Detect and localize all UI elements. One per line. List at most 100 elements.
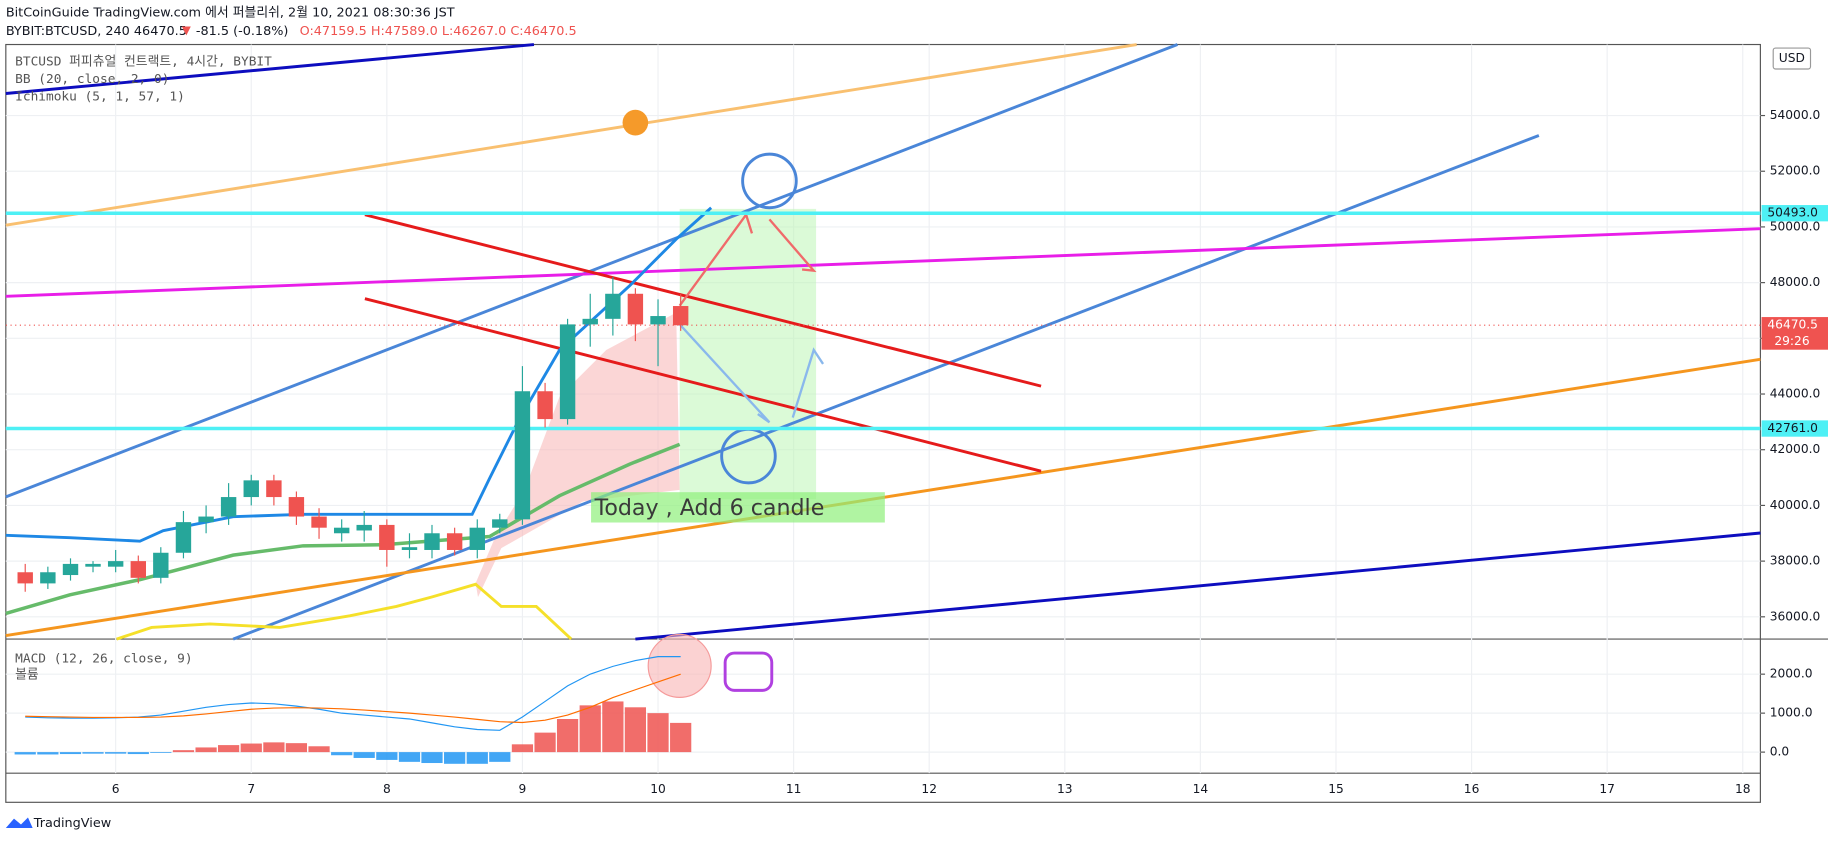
- level-tag: [1761, 420, 1828, 437]
- candle-body: [650, 316, 666, 325]
- y-tick-label: 1000.0: [1770, 706, 1813, 720]
- x-tick-label: 18: [1735, 782, 1751, 796]
- trend-line: [364, 213, 1042, 388]
- x-tick-label: 11: [786, 782, 802, 796]
- histogram-bar: [172, 750, 195, 753]
- candle-body: [469, 527, 485, 550]
- pane-title: MACD (12, 26, close, 9): [15, 651, 192, 666]
- frame: [5, 43, 1761, 803]
- macd-line: [25, 673, 681, 724]
- y-tick-label: 42000.0: [1770, 442, 1821, 456]
- candle-body: [62, 563, 79, 576]
- y-tick-label: 48000.0: [1770, 275, 1821, 289]
- trend-line: [5, 43, 1178, 499]
- candle-body: [130, 561, 147, 578]
- histogram-bar: [579, 705, 601, 753]
- change-arrow: ▼: [182, 23, 191, 37]
- candle-body: [198, 516, 214, 523]
- histogram-bar: [421, 752, 443, 764]
- level-tag: [1761, 205, 1828, 222]
- countdown: 29:26: [1774, 334, 1809, 348]
- candle-body: [107, 561, 124, 567]
- x-tick-label: 14: [1193, 782, 1209, 796]
- grid: [5, 44, 1761, 774]
- candle-body: [605, 293, 621, 319]
- cat-icon: [622, 109, 649, 136]
- highlight-circle: [647, 633, 712, 698]
- ichimoku-line: [116, 582, 573, 641]
- candle-body: [266, 480, 282, 498]
- trend-line: [5, 227, 1761, 298]
- level-label: 42761.0: [1767, 421, 1818, 435]
- smile-face: [741, 152, 798, 210]
- last-price-label: 46470.5: [1767, 318, 1818, 332]
- candle-body: [243, 480, 259, 498]
- symbol: BYBIT:BTCUSD, 240 46470.5: [6, 24, 187, 39]
- trend-line: [364, 297, 1042, 473]
- y-tick-label: 2000.0: [1770, 667, 1813, 681]
- x-tick-label: 8: [383, 782, 391, 796]
- trend-line: [5, 43, 535, 95]
- histogram-bar: [353, 752, 375, 758]
- candle-body: [424, 533, 440, 550]
- y-tick-label: 36000.0: [1770, 609, 1821, 623]
- ohlc: O:47159.5 H:47589.0 L:46267.0 C:46470.5: [300, 24, 577, 39]
- histogram-bar: [376, 752, 398, 760]
- histogram-bar: [263, 742, 285, 753]
- candle-body: [356, 524, 372, 531]
- histogram-bar: [331, 752, 353, 756]
- hand-icon: [723, 651, 774, 692]
- candle-body: [153, 552, 169, 578]
- histogram-bar: [217, 745, 240, 753]
- histogram-bar: [127, 752, 149, 755]
- candle-body: [333, 527, 350, 534]
- candle-body: [672, 306, 689, 326]
- candle-body: [17, 572, 33, 584]
- histogram-bar: [602, 701, 624, 753]
- candle-body: [175, 522, 192, 553]
- volume-label: 볼륨: [15, 668, 39, 683]
- histogram-bar: [240, 743, 262, 753]
- candle-body: [401, 547, 418, 550]
- histogram-bar: [195, 747, 217, 753]
- candle-body: [514, 391, 531, 520]
- change: -81.5 (-0.18%): [196, 24, 289, 39]
- logo: [5, 817, 33, 828]
- bb-basis: [5, 442, 681, 616]
- histogram-bar: [444, 752, 466, 764]
- x-tick-label: 17: [1599, 782, 1615, 796]
- arrow: [791, 347, 825, 418]
- x-tick-label: 16: [1464, 782, 1480, 796]
- footer-brand: TradingView: [33, 816, 111, 831]
- histogram-bar: [308, 746, 330, 753]
- x-tick-label: 6: [112, 782, 120, 796]
- x-tick-label: 12: [921, 782, 937, 796]
- histogram-bar: [150, 752, 172, 753]
- histogram-bar: [534, 732, 556, 753]
- x-tick-label: 15: [1328, 782, 1344, 796]
- candle-body: [559, 324, 576, 420]
- y-tick-label: 44000.0: [1770, 387, 1821, 401]
- histogram-bar: [82, 752, 104, 754]
- last-price-tag: [1761, 317, 1828, 350]
- annotation: Today , Add 6 candle: [594, 495, 825, 521]
- marks: [5, 211, 1761, 764]
- candle-body: [40, 572, 56, 584]
- candle-body: [379, 524, 395, 550]
- x-tick-label: 9: [519, 782, 527, 796]
- candle-body: [582, 318, 598, 325]
- arrow: [678, 323, 771, 424]
- candle-body: [288, 497, 305, 517]
- histogram-bar: [489, 752, 511, 762]
- histogram-bar: [556, 718, 579, 753]
- histogram-bar: [285, 743, 308, 753]
- candle-body: [446, 533, 463, 550]
- currency[interactable]: USD: [1779, 51, 1805, 65]
- histogram-bar: [398, 752, 421, 762]
- y-tick-label: 52000.0: [1770, 164, 1821, 178]
- candle-body: [311, 516, 327, 528]
- currency-box[interactable]: [1772, 47, 1812, 70]
- trend-line: [635, 531, 1761, 641]
